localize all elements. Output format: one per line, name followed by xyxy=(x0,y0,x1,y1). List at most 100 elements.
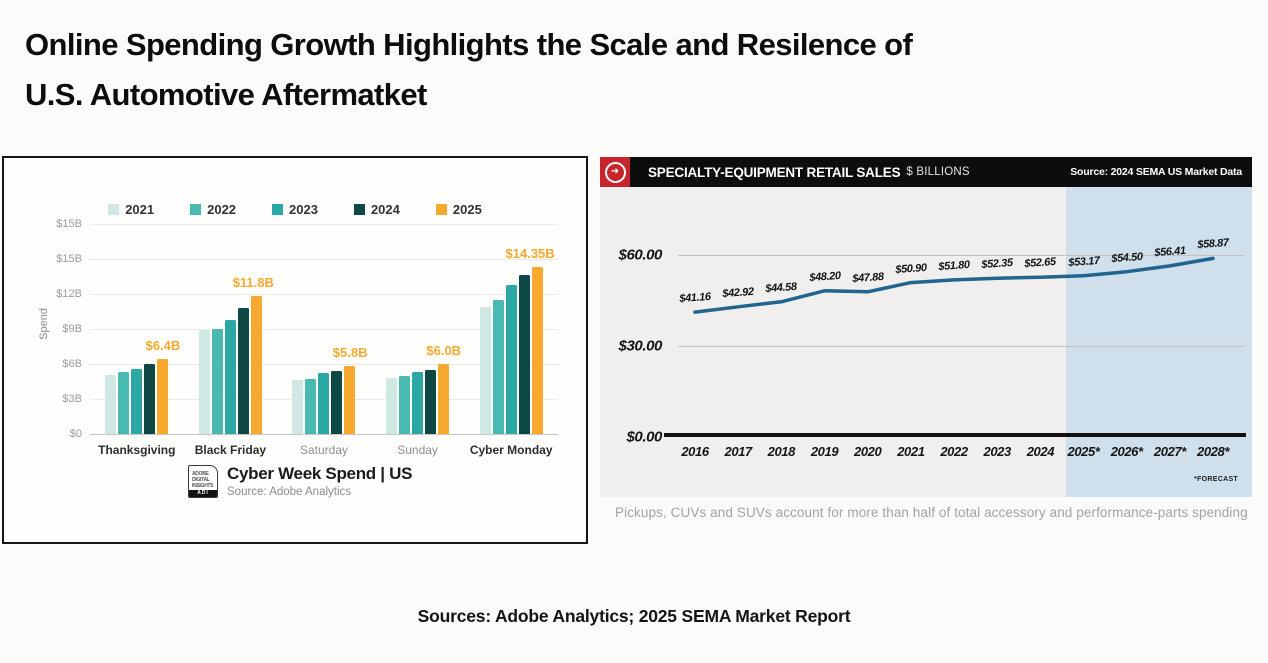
logo-line-1: DIGITAL xyxy=(192,476,210,483)
bar-group-thanksgiving: $6.4B Thanksgiving xyxy=(98,224,180,457)
line-chart-caption: Pickups, CUVs and SUVs account for more … xyxy=(615,505,1248,520)
chart-attribution: ADOBE DIGITAL INSIGHTS ADI Cyber Week Spen… xyxy=(188,464,413,498)
bar-2021-black-friday xyxy=(198,330,210,434)
bar-chart-legend: 2021 2022 2023 2024 2025 xyxy=(4,202,586,217)
bar-2025-saturday xyxy=(344,366,356,434)
data-point-label-2020: $47.88 xyxy=(851,270,884,285)
data-point-label-2025-: $53.17 xyxy=(1067,254,1100,269)
adobe-digital-insights-logo-icon: ADOBE DIGITAL INSIGHTS ADI xyxy=(188,464,218,498)
page-title-line1: Online Spending Growth Highlights the Sc… xyxy=(25,27,913,62)
legend-item-2023: 2023 xyxy=(272,202,318,217)
logo-tag: ADI xyxy=(189,489,217,497)
x-tick-label-2019: 2019 xyxy=(810,444,839,459)
x-tick-label-2024: 2024 xyxy=(1026,444,1055,459)
legend-item-2024: 2024 xyxy=(353,202,400,217)
x-tick-label-2027-: 2027* xyxy=(1153,444,1186,459)
x-tick-label-2026-: 2026* xyxy=(1110,444,1143,459)
bar-2022-cyber-monday xyxy=(492,299,504,434)
bar-2022-thanksgiving xyxy=(118,372,130,434)
x-tick-label-2025-: 2025* xyxy=(1067,444,1100,459)
bar-2023-saturday xyxy=(318,373,330,434)
category-label-thanksgiving: Thanksgiving xyxy=(98,443,176,457)
bar-gridline xyxy=(90,259,558,260)
bar-chart-source: Source: Adobe Analytics xyxy=(227,486,352,498)
category-label-cyber-monday: Cyber Monday xyxy=(469,443,553,457)
bar-value-label-cyber-monday: $14.35B xyxy=(505,245,555,261)
bar-2025-thanksgiving xyxy=(157,359,169,434)
data-point-label-2017: $42.92 xyxy=(722,285,755,300)
x-tick-label-2021: 2021 xyxy=(897,444,925,459)
bar-y-tick-label: $15B xyxy=(56,218,82,230)
bar-chart-title: Cyber Week Spend | US xyxy=(227,464,413,483)
bar-gridline xyxy=(90,329,558,330)
legend-label-2021: 2021 xyxy=(125,202,155,217)
bar-2023-sunday xyxy=(412,372,424,434)
legend-label-2023: 2023 xyxy=(289,202,318,217)
bar-2021-cyber-monday xyxy=(479,306,491,434)
x-tick-label-2017: 2017 xyxy=(724,444,753,459)
bar-2024-cyber-monday xyxy=(518,275,530,434)
data-point-label-2023: $52.35 xyxy=(981,257,1014,272)
line-chart-source: Source: 2024 SEMA US Market Data xyxy=(1070,166,1242,178)
arrow-circle-icon: ➜ xyxy=(604,161,626,183)
forecast-region xyxy=(1066,187,1252,497)
logo-text: ADOBE DIGITAL INSIGHTS xyxy=(189,469,217,490)
bar-y-tick-label: $6B xyxy=(62,358,82,370)
data-point-label-2022: $51.80 xyxy=(937,258,971,273)
bar-gridline xyxy=(90,434,558,435)
legend-label-2025: 2025 xyxy=(452,202,482,217)
sales-trend-line xyxy=(693,256,1215,314)
bar-group-saturday: $5.8B Saturday xyxy=(292,224,367,457)
bar-value-label-saturday: $5.8B xyxy=(332,345,368,361)
legend-swatch-2021 xyxy=(108,204,120,215)
x-tick-label-2018: 2018 xyxy=(767,444,796,459)
chart-attribution-text: Cyber Week Spend | US Source: Adobe Anal… xyxy=(227,464,413,498)
category-label-sunday: Sunday xyxy=(397,443,438,457)
legend-swatch-2023 xyxy=(272,204,284,215)
line-chart-title: SPECIALTY-EQUIPMENT RETAIL SALES xyxy=(648,164,901,180)
x-tick-label-2016: 2016 xyxy=(681,444,709,459)
x-axis-line xyxy=(664,433,1246,437)
line-chart-header: ➜ SPECIALTY-EQUIPMENT RETAIL SALES $ BIL… xyxy=(600,157,1252,187)
sources-footer: Sources: Adobe Analytics; 2025 SEMA Mark… xyxy=(417,606,851,626)
data-point-label-2019: $48.20 xyxy=(808,269,841,284)
bar-2025-black-friday xyxy=(250,296,262,434)
bar-y-axis: $15B $15B $12B $9B $6B $3B $0 xyxy=(38,218,82,440)
bar-2021-saturday xyxy=(292,380,304,434)
legend-swatch-2024 xyxy=(353,204,365,215)
bar-group-cyber-monday: $14.35B Cyber Monday xyxy=(470,224,555,457)
bar-2022-saturday xyxy=(305,379,317,434)
line-y-tick-label-30: $30.00 xyxy=(618,337,663,355)
bar-group-sunday: $6.0B Sunday xyxy=(386,224,461,457)
line-gridline-60 xyxy=(678,255,1244,256)
bar-2022-sunday xyxy=(399,375,411,434)
bar-plot: $6.4B Thanksgiving $11.8B Black Friday $5.8B… xyxy=(90,224,558,457)
legend-swatch-2025 xyxy=(435,204,447,215)
bar-2024-saturday xyxy=(331,371,343,434)
bar-2021-sunday xyxy=(386,378,398,434)
x-tick-label-2022: 2022 xyxy=(940,444,968,459)
line-chart-body: *FORECAST $60.00 $30.00 $0.00 $41.16 2016 $42… xyxy=(600,187,1252,497)
bar-2023-thanksgiving xyxy=(131,368,143,434)
line-y-tick-label-0: $0.00 xyxy=(626,428,662,446)
category-label-black-friday: Black Friday xyxy=(194,443,267,457)
cyber-week-bar-chart-card: 2021 2022 2023 2024 2025 Spend $15B $15B $12B $… xyxy=(2,156,588,544)
bar-value-label-black-friday: $11.8B xyxy=(232,275,274,291)
line-y-tick-label-60: $60.00 xyxy=(618,246,663,264)
data-point-label-2018: $44.58 xyxy=(765,280,798,295)
line-gridline-30 xyxy=(678,346,1244,347)
bar-2025-cyber-monday xyxy=(531,266,543,434)
legend-item-2021: 2021 xyxy=(108,202,154,217)
legend-item-2022: 2022 xyxy=(190,202,236,217)
data-point-label-2021: $50.90 xyxy=(894,261,927,276)
bar-2025-sunday xyxy=(438,364,450,434)
category-label-saturday: Saturday xyxy=(299,443,348,457)
x-tick-label-2028-: 2028* xyxy=(1197,444,1229,459)
bar-2023-black-friday xyxy=(224,319,236,434)
bar-2024-black-friday xyxy=(237,308,249,434)
arrow-glyph: ➜ xyxy=(610,166,620,177)
legend-label-2022: 2022 xyxy=(207,202,237,217)
bar-gridline xyxy=(90,224,558,225)
bar-y-tick-label: $3B xyxy=(62,393,82,405)
